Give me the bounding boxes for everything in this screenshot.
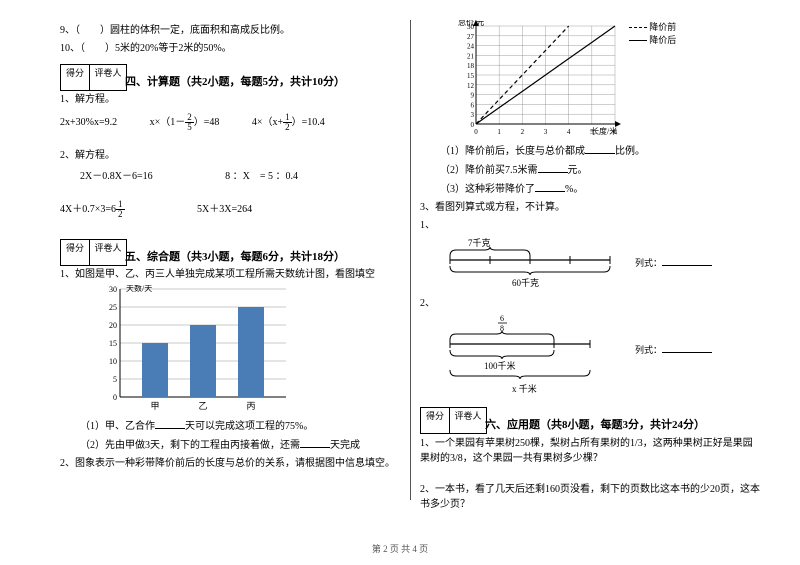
svg-text:12: 12 [467, 82, 475, 90]
q6-2: 2、一本书，看了几天后还剩160页没看，剩下的页数比这本书的少20页，这本书多少… [420, 482, 760, 512]
score-label: 得分 [60, 64, 90, 91]
svg-text:3: 3 [544, 128, 548, 136]
q4-2-row2: 4X＋0.7×3=612 5X＋3X=264 [60, 200, 400, 219]
score-label: 得分 [60, 239, 90, 266]
svg-text:丙: 丙 [246, 401, 255, 411]
q4-1-equations: 2x+30%x=9.2 x×（1－25）=48 4×（x+12）=10.4 [60, 113, 400, 132]
formula-blank-1: 列式： [635, 255, 712, 269]
svg-text:100千米: 100千米 [484, 360, 516, 371]
svg-text:24: 24 [467, 43, 475, 51]
formula-blank-2: 列式： [635, 342, 712, 356]
r-2: （2）降价前买7.5米需元。 [440, 162, 760, 178]
svg-text:60千克: 60千克 [512, 278, 539, 288]
q5-3-1: 1、 [420, 218, 760, 233]
eq-4-1a: 2x+30%x=9.2 [60, 115, 117, 130]
svg-text:6: 6 [500, 314, 504, 323]
chart-legend: 降价前 降价后 [629, 20, 676, 46]
r-3: （3）这种彩带降价了%。 [440, 181, 760, 197]
q5-1: 1、如图是甲、乙、丙三人单独完成某项工程所需天数统计图，看图填空 [60, 267, 400, 282]
bar-chart: 0 5 10 15 20 25 30 甲 乙 丙 天数/天 [90, 285, 290, 415]
q10-text: 10、（ ）5米的20%等于2米的50%。 [60, 41, 400, 56]
svg-text:15: 15 [109, 339, 117, 348]
svg-text:0: 0 [113, 393, 117, 402]
svg-text:27: 27 [467, 33, 475, 41]
section-4-title: 四、计算题（共2小题，每题5分，共计10分） [125, 73, 400, 89]
svg-text:长度/米: 长度/米 [591, 126, 617, 136]
q6-1: 1、一个果园有苹果树250棵，梨树占所有果树的1/3，这两种果树正好是果园果树的… [420, 436, 760, 466]
svg-text:21: 21 [467, 52, 475, 60]
section-6-title: 六、应用题（共8小题，每题3分，共计24分） [485, 416, 760, 432]
svg-text:1: 1 [497, 128, 501, 136]
diagram-2: 6 8 100千米 [440, 314, 620, 384]
svg-text:7千克: 7千克 [468, 238, 491, 248]
svg-text:18: 18 [467, 62, 475, 70]
r-1: （1）降价前后，长度与总价都成比例。 [440, 143, 760, 159]
q9-text: 9、（ ）圆柱的体积一定，底面积和高成反比例。 [60, 23, 400, 38]
svg-text:3: 3 [471, 111, 475, 119]
svg-text:5: 5 [113, 375, 117, 384]
svg-text:4: 4 [567, 128, 571, 136]
svg-text:25: 25 [109, 303, 117, 312]
svg-text:甲: 甲 [150, 401, 159, 411]
svg-text:20: 20 [109, 321, 117, 330]
legend-dash-icon [629, 27, 647, 28]
svg-text:30: 30 [109, 285, 117, 294]
line-chart: 0369121518212427300123456总价/元长度/米 [450, 20, 625, 140]
q4-2: 2、解方程。 [60, 148, 400, 163]
q5-1-2: （2）先由甲做3天，剩下的工程由丙接着做，还需天完成 [80, 437, 400, 453]
q4-1: 1、解方程。 [60, 92, 400, 107]
page-footer: 第 2 页 共 4 页 [0, 542, 800, 555]
svg-text:10: 10 [109, 357, 117, 366]
q5-3: 3、看图列算式或方程，不计算。 [420, 200, 760, 215]
q5-1-1: （1）甲、乙合作天可以完成这项工程的75%。 [80, 418, 400, 434]
legend-solid-icon [629, 40, 647, 41]
q4-2-row1: 2X－0.8X－6=16 8 ：X = 5 ：0.4 [80, 169, 400, 184]
column-divider [410, 20, 411, 500]
q5-3-2: 2、 [420, 296, 760, 311]
eq-4-2b: 8 ：X = 5 ：0.4 [225, 169, 298, 184]
svg-text:15: 15 [467, 72, 475, 80]
eq-4-1b: x×（1－25）=48 [150, 113, 220, 132]
svg-text:6: 6 [471, 101, 475, 109]
eq-4-2d: 5X＋3X=264 [197, 202, 252, 217]
svg-text:0: 0 [474, 128, 478, 136]
grader-label: 评卷人 [450, 407, 487, 434]
svg-text:9: 9 [471, 92, 475, 100]
eq-4-2c: 4X＋0.7×3=612 [60, 200, 125, 219]
svg-text:2: 2 [521, 128, 525, 136]
q5-2: 2、图象表示一种彩带降价前后的长度与总价的关系，请根据图中信息填空。 [60, 456, 400, 471]
score-label: 得分 [420, 407, 450, 434]
grader-label: 评卷人 [90, 239, 127, 266]
grader-label: 评卷人 [90, 64, 127, 91]
svg-text:乙: 乙 [198, 401, 207, 411]
eq-4-1c: 4×（x+12）=10.4 [252, 113, 325, 132]
svg-text:天数/天: 天数/天 [126, 285, 152, 293]
section-5-title: 五、综合题（共3小题，每题6分，共计18分） [125, 248, 400, 264]
diagram-1: 7千克 60千克 [440, 236, 620, 288]
svg-text:总价/元: 总价/元 [458, 20, 484, 27]
eq-4-2a: 2X－0.8X－6=16 [80, 169, 153, 184]
